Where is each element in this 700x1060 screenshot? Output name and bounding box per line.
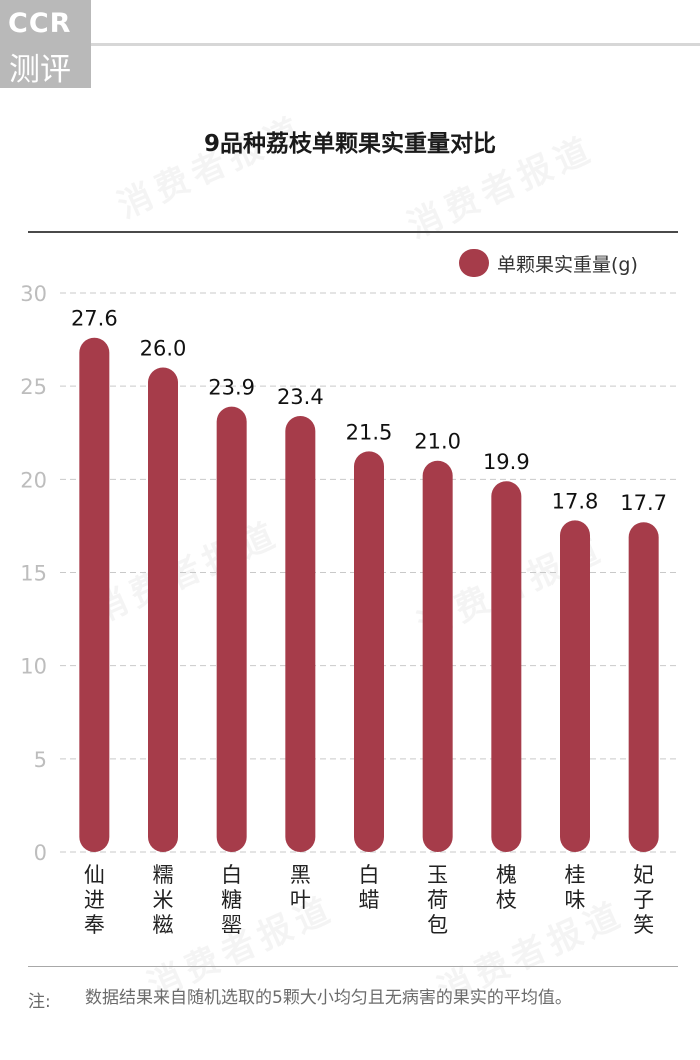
data-label: 23.9 <box>208 376 255 400</box>
bar <box>285 415 316 852</box>
bar <box>422 460 453 852</box>
bar <box>628 522 659 852</box>
bar <box>354 451 384 852</box>
data-label: 23.4 <box>277 385 324 409</box>
y-tick-label: 0 <box>34 841 47 865</box>
top-rule <box>91 43 700 46</box>
data-label: 17.8 <box>552 489 599 513</box>
legend-swatch <box>459 249 489 277</box>
note-text: 数据结果来自随机选取的5颗大小均匀且无病害的果实的平均值。 <box>85 988 572 1008</box>
chart-title: 9品种荔枝单颗果实重量对比 <box>203 131 496 157</box>
x-tick-label: 白糖罂 <box>221 863 242 937</box>
ccr-logo: CCR 测评 <box>0 0 91 88</box>
chart-header-rule <box>28 231 678 233</box>
bar <box>491 481 522 852</box>
data-label: 21.5 <box>346 420 393 444</box>
x-tick-label: 糯米糍 <box>153 863 174 937</box>
y-tick-label: 15 <box>20 562 47 586</box>
y-tick-label: 5 <box>34 748 47 772</box>
y-tick-label: 30 <box>20 282 47 306</box>
x-tick-label: 妃子笑 <box>633 863 654 937</box>
footer-rule <box>28 966 678 967</box>
logo-text-ccr: CCR <box>8 8 72 39</box>
x-tick-label: 玉荷包 <box>427 863 448 937</box>
x-tick-label: 白蜡 <box>359 863 380 912</box>
bar-chart: 0 5 10 15 20 25 30 单颗果实重量(g) 27.6 仙进奉 26.0 糯米糍 23.9 白… <box>20 249 678 937</box>
data-label: 19.9 <box>483 450 530 474</box>
bar <box>148 367 178 852</box>
x-tick-label: 槐枝 <box>496 863 517 912</box>
data-label: 17.7 <box>620 491 667 515</box>
bar <box>79 337 110 853</box>
bar <box>216 406 247 852</box>
legend-label: 单颗果实重量(g) <box>497 254 638 276</box>
data-label: 21.0 <box>414 430 461 454</box>
data-label: 27.6 <box>71 307 118 331</box>
bar <box>560 520 590 852</box>
x-tick-label: 仙进奉 <box>84 863 105 937</box>
y-tick-label: 25 <box>20 375 47 399</box>
logo-text-review: 测评 <box>9 52 71 88</box>
y-tick-label: 10 <box>20 655 47 679</box>
x-tick-label: 黑叶 <box>290 863 311 912</box>
x-tick-label: 桂味 <box>565 863 586 912</box>
y-tick-label: 20 <box>20 468 47 492</box>
note-label: 注: <box>28 992 51 1012</box>
data-label: 26.0 <box>140 337 187 361</box>
